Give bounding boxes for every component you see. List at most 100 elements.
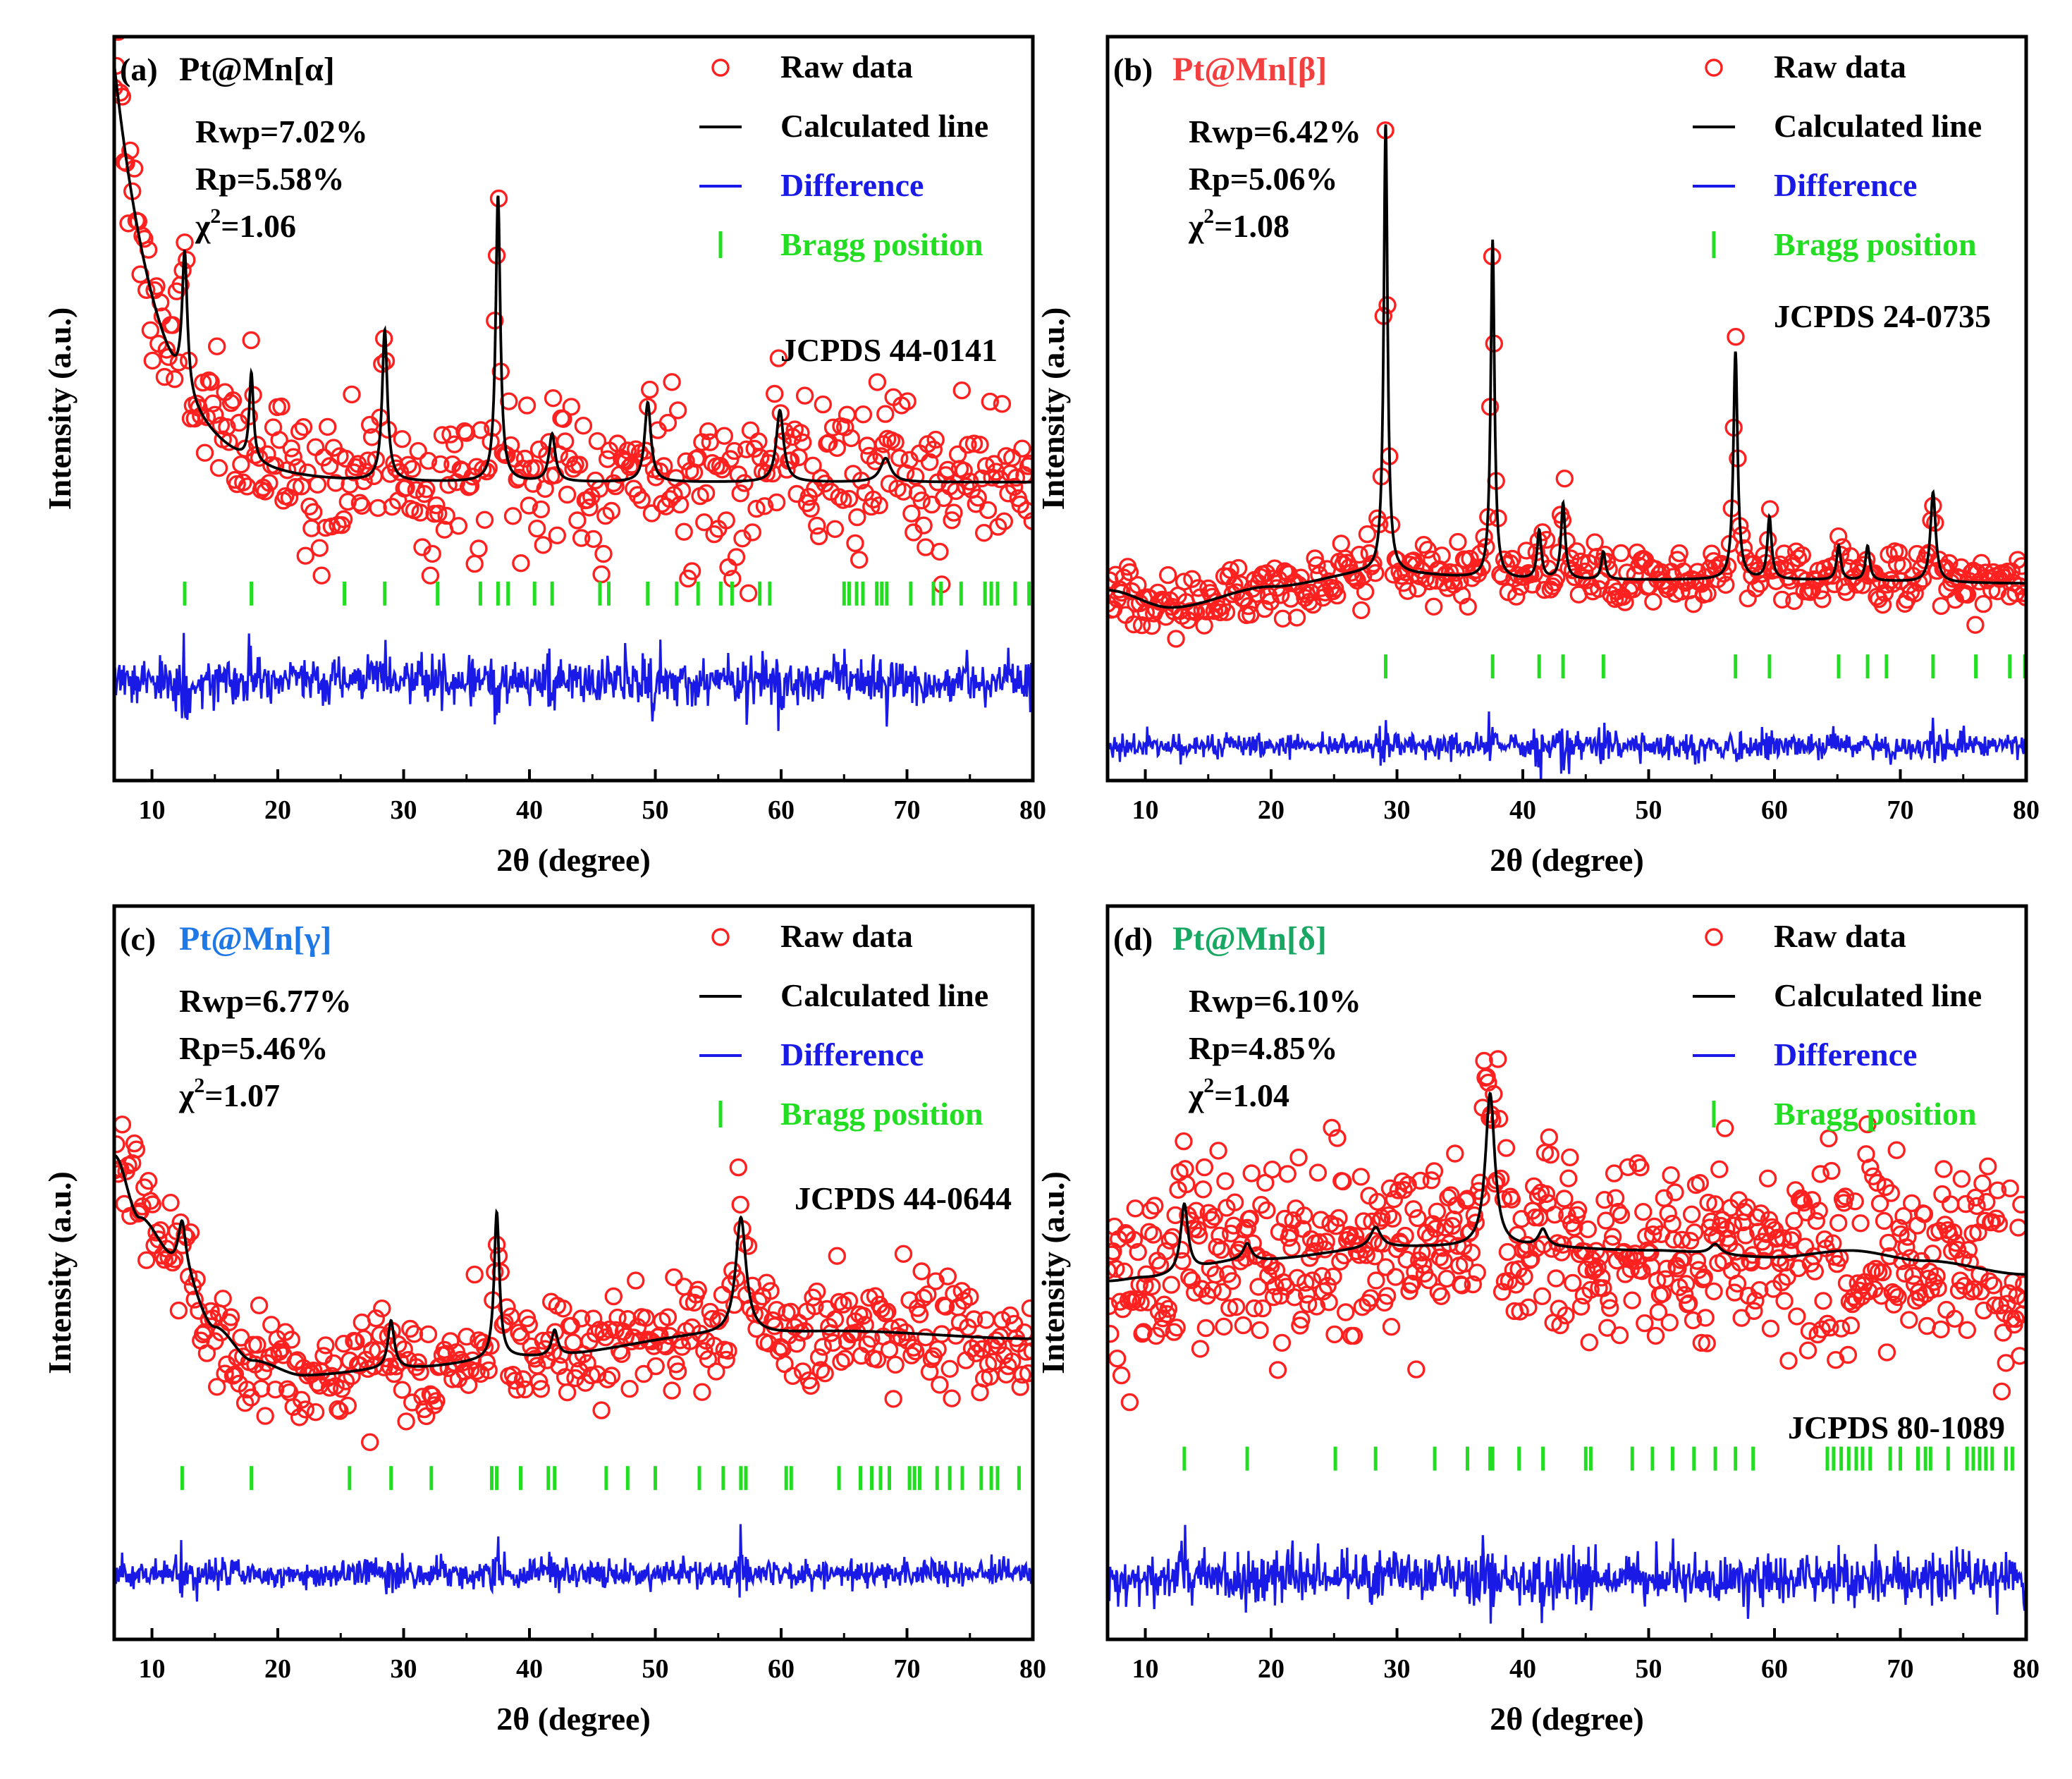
raw-data-point bbox=[673, 481, 692, 500]
raw-data-point bbox=[823, 1333, 842, 1352]
x-axis: 10 20 30 40 50 60 70 80 2θ (degree) bbox=[139, 769, 1046, 878]
raw-data-point bbox=[526, 1350, 544, 1368]
raw-data-point bbox=[606, 477, 625, 496]
raw-data-point bbox=[209, 459, 228, 477]
raw-data-point bbox=[1822, 1161, 1841, 1180]
x-tick-label: 60 bbox=[1761, 795, 1788, 825]
raw-data-point bbox=[1836, 1187, 1855, 1206]
raw-data-point bbox=[1626, 566, 1644, 584]
raw-data-point bbox=[520, 1315, 538, 1334]
raw-data-point bbox=[284, 448, 302, 466]
raw-data-point bbox=[334, 1334, 353, 1353]
raw-data-point bbox=[1424, 597, 1443, 616]
raw-data-point bbox=[1763, 1218, 1782, 1237]
raw-data-point bbox=[755, 497, 774, 515]
raw-data-point bbox=[1811, 1165, 1829, 1183]
raw-data-point bbox=[1952, 558, 1970, 577]
raw-data-point bbox=[804, 456, 822, 475]
stat-line: Rp=5.06% bbox=[1189, 161, 1338, 197]
raw-data-point bbox=[802, 499, 820, 518]
raw-data-point bbox=[1428, 1202, 1447, 1221]
raw-data-point bbox=[226, 1365, 245, 1383]
raw-data-point bbox=[2014, 584, 2026, 602]
raw-data-point bbox=[1440, 563, 1459, 582]
raw-data-point bbox=[1307, 1297, 1326, 1316]
raw-data-point bbox=[945, 503, 963, 522]
raw-data-point bbox=[910, 1305, 929, 1323]
raw-data-point bbox=[1681, 1231, 1700, 1250]
raw-data-point bbox=[731, 1195, 749, 1214]
raw-data-point bbox=[1952, 1170, 1971, 1188]
raw-data-point bbox=[1794, 1193, 1813, 1212]
raw-data-point bbox=[715, 427, 734, 445]
raw-data-point bbox=[1383, 1209, 1402, 1228]
raw-data-point bbox=[1941, 1195, 1960, 1213]
x-tick-label: 70 bbox=[1887, 1654, 1914, 1684]
stat-line: χ2=1.04 bbox=[1188, 1074, 1289, 1113]
refinement-stats: Rwp=6.42% Rp=5.06% χ2=1.08 bbox=[1188, 114, 1361, 244]
raw-data-point bbox=[334, 510, 353, 529]
raw-data-point bbox=[165, 370, 184, 389]
raw-data-point bbox=[697, 484, 716, 503]
raw-data-point bbox=[1196, 1319, 1215, 1338]
raw-data-point bbox=[570, 456, 589, 474]
raw-data-point bbox=[1175, 1132, 1193, 1151]
raw-data-point bbox=[1003, 1352, 1022, 1371]
raw-data-point bbox=[1403, 1274, 1421, 1293]
raw-data-point bbox=[1906, 584, 1924, 603]
raw-data-point bbox=[594, 544, 613, 563]
raw-data-point bbox=[906, 1342, 925, 1361]
raw-data-point bbox=[665, 1268, 683, 1287]
raw-data-point bbox=[1324, 582, 1342, 601]
raw-data-point bbox=[1715, 1119, 1734, 1137]
raw-data-point bbox=[1597, 1211, 1615, 1230]
raw-data-point bbox=[1217, 603, 1236, 621]
raw-data-point bbox=[1429, 1283, 1448, 1302]
plot-area bbox=[1108, 121, 2026, 781]
raw-data-point bbox=[1751, 1280, 1769, 1300]
raw-data-point bbox=[1569, 1201, 1588, 1219]
x-tick-label: 60 bbox=[1761, 1654, 1788, 1684]
raw-data-point bbox=[1588, 1258, 1607, 1277]
xrd-panel-2: 10 20 30 40 50 60 70 80 2θ (degree) Intensity (a.… bbox=[1035, 35, 2040, 878]
sample-title: Pt@Mn[δ] bbox=[1172, 920, 1327, 958]
raw-data-point bbox=[317, 1336, 335, 1355]
raw-data-point bbox=[731, 484, 749, 503]
raw-data-point bbox=[919, 1285, 937, 1304]
raw-data-point bbox=[1923, 1245, 1942, 1263]
legend-calc-label: Calculated line bbox=[780, 108, 988, 144]
raw-data-point bbox=[202, 373, 220, 391]
raw-data-point bbox=[397, 478, 415, 497]
legend: Raw data Calculated line Difference Bragg p… bbox=[699, 49, 988, 262]
raw-data-point bbox=[1212, 1240, 1230, 1259]
raw-data-point bbox=[1426, 1219, 1445, 1238]
raw-data-point bbox=[1289, 1148, 1308, 1167]
xrd-panel-3: 10 20 30 40 50 60 70 80 2θ (degree) Intensity (a.… bbox=[42, 904, 1046, 1737]
raw-data-point bbox=[1873, 596, 1892, 614]
raw-data-point bbox=[1304, 1242, 1323, 1261]
raw-data-point bbox=[558, 485, 577, 504]
raw-data-point bbox=[727, 548, 746, 566]
raw-data-point bbox=[1595, 1190, 1614, 1209]
raw-data-point bbox=[137, 281, 156, 299]
raw-data-point bbox=[1868, 1173, 1887, 1192]
raw-data-point bbox=[188, 1270, 206, 1289]
raw-data-point bbox=[1555, 470, 1574, 488]
raw-data-point bbox=[699, 422, 718, 441]
raw-data-point bbox=[505, 1371, 524, 1390]
raw-data-point bbox=[169, 353, 188, 372]
raw-data-point bbox=[1292, 568, 1310, 587]
raw-data-point bbox=[1132, 1293, 1150, 1312]
raw-data-point bbox=[1966, 616, 1985, 634]
x-axis: 10 20 30 40 50 60 70 80 2θ (degree) bbox=[1132, 769, 2040, 878]
raw-data-point bbox=[1005, 477, 1024, 496]
raw-data-point bbox=[1007, 468, 1026, 487]
panel-letter: (b) bbox=[1113, 51, 1153, 87]
raw-data-point bbox=[1813, 1320, 1831, 1339]
raw-data-point bbox=[367, 1309, 385, 1328]
raw-data-point bbox=[979, 501, 998, 520]
x-tick-label: 50 bbox=[642, 1654, 669, 1684]
raw-data-point bbox=[1623, 1291, 1641, 1309]
raw-data-point bbox=[854, 1307, 873, 1325]
raw-data-point bbox=[1897, 1238, 1915, 1257]
